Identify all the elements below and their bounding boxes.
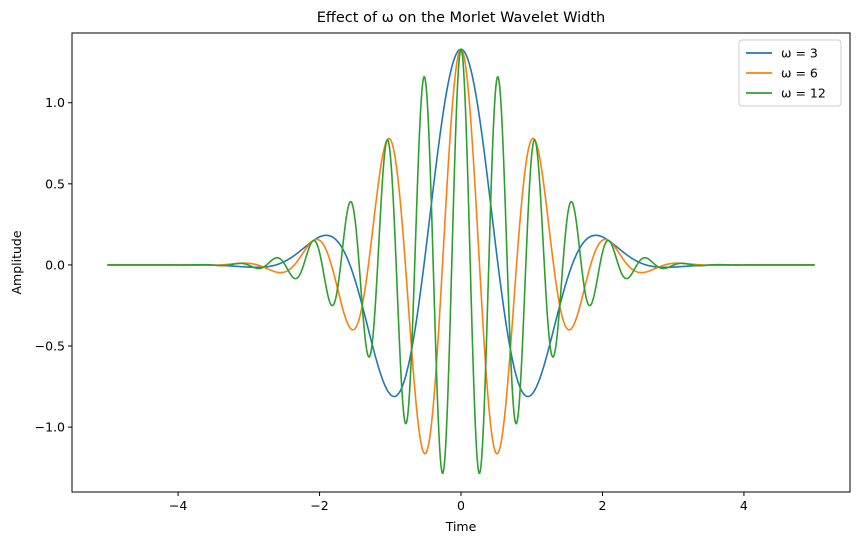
y-tick-label: −1.0 (35, 420, 65, 435)
y-axis-label: Amplitude (9, 230, 24, 294)
chart-title: Effect of ω on the Morlet Wavelet Width (317, 10, 606, 26)
y-tick-label: −0.5 (35, 339, 65, 354)
series-line-3 (107, 48, 815, 475)
legend: ω = 3 ω = 6 ω = 12 (738, 39, 842, 107)
x-tick-label: −4 (169, 498, 187, 513)
legend-box (738, 39, 842, 107)
y-tick-label: 0.0 (45, 257, 65, 272)
y-tick-label: 1.0 (45, 95, 65, 110)
x-tick-label: 2 (598, 498, 606, 513)
x-tick-label: −2 (310, 498, 328, 513)
x-tick-label: 0 (457, 498, 465, 513)
y-tick-label: 0.5 (45, 176, 65, 191)
series-line-2 (107, 48, 815, 455)
y-axis-ticks: −1.0 −0.5 0.0 0.5 1.0 (35, 95, 72, 435)
legend-entry: ω = 6 (781, 66, 818, 81)
x-tick-label: 4 (740, 498, 748, 513)
legend-entry: ω = 3 (781, 46, 818, 61)
series-line-1 (107, 48, 815, 398)
x-axis-label: Time (445, 519, 477, 534)
axes-frame (71, 32, 851, 493)
legend-entry: ω = 12 (781, 86, 826, 101)
plot-area (107, 48, 815, 475)
x-axis-ticks: −4 −2 0 2 4 (169, 492, 748, 513)
